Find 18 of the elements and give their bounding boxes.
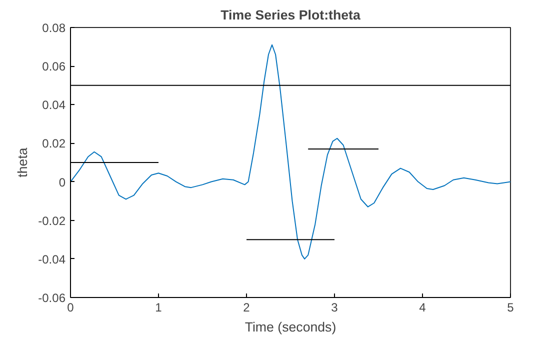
x-axis-title: Time (seconds) [244, 320, 336, 334]
x-tick-label: 1 [155, 300, 162, 314]
x-tick-label: 5 [507, 300, 514, 314]
y-tick-label: 0.02 [42, 136, 66, 151]
y-tick-label: 0.04 [42, 98, 66, 112]
chart-title: Time Series Plot:theta [220, 8, 361, 22]
y-tick-label: 0.08 [42, 21, 66, 35]
x-tick-label: 0 [67, 300, 74, 314]
x-tick-label: 2 [243, 300, 250, 314]
line-series [70, 44, 510, 260]
y-axis-title: theta [15, 147, 30, 178]
y-tick-label: -0.04 [38, 252, 66, 266]
x-tick-label: 4 [419, 300, 426, 314]
y-tick-label: 0.06 [42, 60, 66, 74]
y-tick-label: -0.02 [38, 214, 66, 228]
x-tick-label: 3 [331, 300, 338, 314]
y-tick-label: 0 [58, 175, 66, 190]
y-tick-label: -0.06 [38, 291, 66, 305]
